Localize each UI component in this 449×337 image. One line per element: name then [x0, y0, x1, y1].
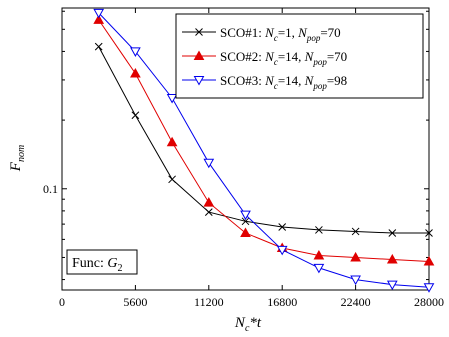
x-tick-label: 16800: [267, 295, 297, 309]
series-3-point: [386, 280, 398, 291]
series-2-point: [93, 14, 105, 24]
legend-label-part: N: [304, 49, 315, 64]
series-3-point: [423, 283, 435, 293]
series-1-point: [241, 217, 250, 226]
function-annotation-box: [66, 249, 138, 275]
marker-stroke: [241, 217, 250, 226]
series-3-point: [203, 158, 215, 169]
legend-label-part: SCO#1:: [220, 25, 265, 40]
plot-frame: [61, 7, 430, 291]
legend-label-part: N: [264, 49, 275, 64]
function-annotation-sub: 2: [118, 263, 123, 274]
series-2-point: [240, 227, 251, 237]
legend-label-part: c: [274, 81, 278, 91]
y-axis-label: Fnom: [8, 145, 27, 172]
legend-label-part: N: [304, 73, 315, 88]
series-1-point: [351, 227, 360, 236]
series-1-point: [94, 42, 103, 51]
series-1-point: [278, 223, 287, 231]
legend-box: [175, 13, 424, 99]
series-3-point: [166, 93, 178, 104]
legend-label-part: SCO#2:: [220, 49, 265, 64]
legend-label-part: N: [297, 25, 308, 40]
marker-stroke: [168, 175, 176, 184]
series-3-point: [276, 245, 288, 256]
series-line-2: [98, 19, 430, 262]
x-tick-label: 0: [59, 295, 65, 309]
series-3-point: [130, 47, 141, 57]
y-axis-label-sub: nom: [16, 145, 27, 162]
legend-label-part: =70: [320, 25, 340, 40]
x-axis-label-rest: *t: [249, 315, 262, 331]
series-2-point: [423, 255, 435, 266]
series-3-point: [350, 275, 361, 286]
x-axis-label-sub: c: [245, 323, 250, 334]
legend-label-part: =70: [327, 49, 347, 64]
legend-label-part: pop: [312, 57, 327, 67]
series-2-point: [203, 197, 215, 207]
legend-marker-3: [193, 76, 205, 86]
x-tick-label: 22400: [341, 295, 371, 309]
series-1-point: [204, 208, 213, 216]
legend-label-part: N: [264, 73, 275, 88]
legend-label-part: N: [264, 25, 275, 40]
series-2-point: [386, 253, 398, 264]
marker-stroke: [131, 111, 140, 120]
series-line-3: [98, 12, 430, 288]
legend-marker-2: [193, 50, 205, 60]
series-1-point: [388, 229, 397, 237]
marker-stroke: [195, 28, 203, 36]
series-1-point: [425, 229, 433, 237]
y-axis-label-base: F: [8, 161, 24, 172]
function-annotation-prefix: Func:: [72, 256, 107, 271]
marker-stroke: [94, 42, 103, 51]
legend-label-part: SCO#3:: [220, 73, 265, 88]
legend-label-part: pop: [306, 33, 321, 43]
series-2-point: [166, 136, 178, 147]
series-2-point: [313, 249, 325, 260]
series-line-1: [98, 46, 429, 234]
legend-label-part: =14,: [278, 73, 305, 88]
y-tick-label: 0.1: [43, 182, 58, 196]
series-layer: [93, 8, 435, 293]
marker-stroke: [425, 229, 433, 237]
series-1-point: [131, 111, 140, 120]
legend-marker-1: [195, 28, 203, 36]
series-3-point: [240, 210, 251, 221]
legend-label-2: SCO#2: Nc=14, Npop=70: [220, 49, 347, 67]
legend-label-part: =14,: [278, 49, 305, 64]
series-3-point: [93, 8, 105, 19]
series-3-point: [313, 263, 325, 274]
x-axis-label: Nc*t: [234, 315, 262, 334]
legend-label-part: =1,: [278, 25, 298, 40]
marker-stroke: [388, 229, 397, 237]
legend-label-1: SCO#1: Nc=1, Npop=70: [220, 25, 341, 43]
series-2-point: [130, 68, 141, 78]
x-tick-label: 28000: [414, 295, 444, 309]
marker-stroke: [315, 226, 323, 234]
series-1-point: [315, 226, 323, 234]
series-1-point: [168, 175, 176, 184]
function-annotation: Func: G2: [66, 249, 138, 275]
marker-stroke: [278, 223, 287, 231]
marker-stroke: [204, 208, 213, 216]
function-annotation-name: G: [107, 256, 117, 271]
marker-stroke: [351, 227, 360, 236]
legend-label-part: pop: [312, 81, 327, 91]
legend-label-part: c: [274, 33, 278, 43]
legend-label-part: c: [274, 57, 278, 67]
axis-ticks: 0 5600 11200 16800 22400 28000 0.1: [43, 8, 444, 309]
series-2-point: [350, 251, 361, 262]
function-annotation-text: Func: G2: [72, 256, 123, 274]
x-tick-label: 11200: [194, 295, 224, 309]
x-axis-label-base: N: [234, 315, 246, 331]
legend-label-3: SCO#3: Nc=14, Npop=98: [220, 73, 347, 91]
x-tick-label: 5600: [123, 295, 147, 309]
legend-label-part: =98: [327, 73, 347, 88]
